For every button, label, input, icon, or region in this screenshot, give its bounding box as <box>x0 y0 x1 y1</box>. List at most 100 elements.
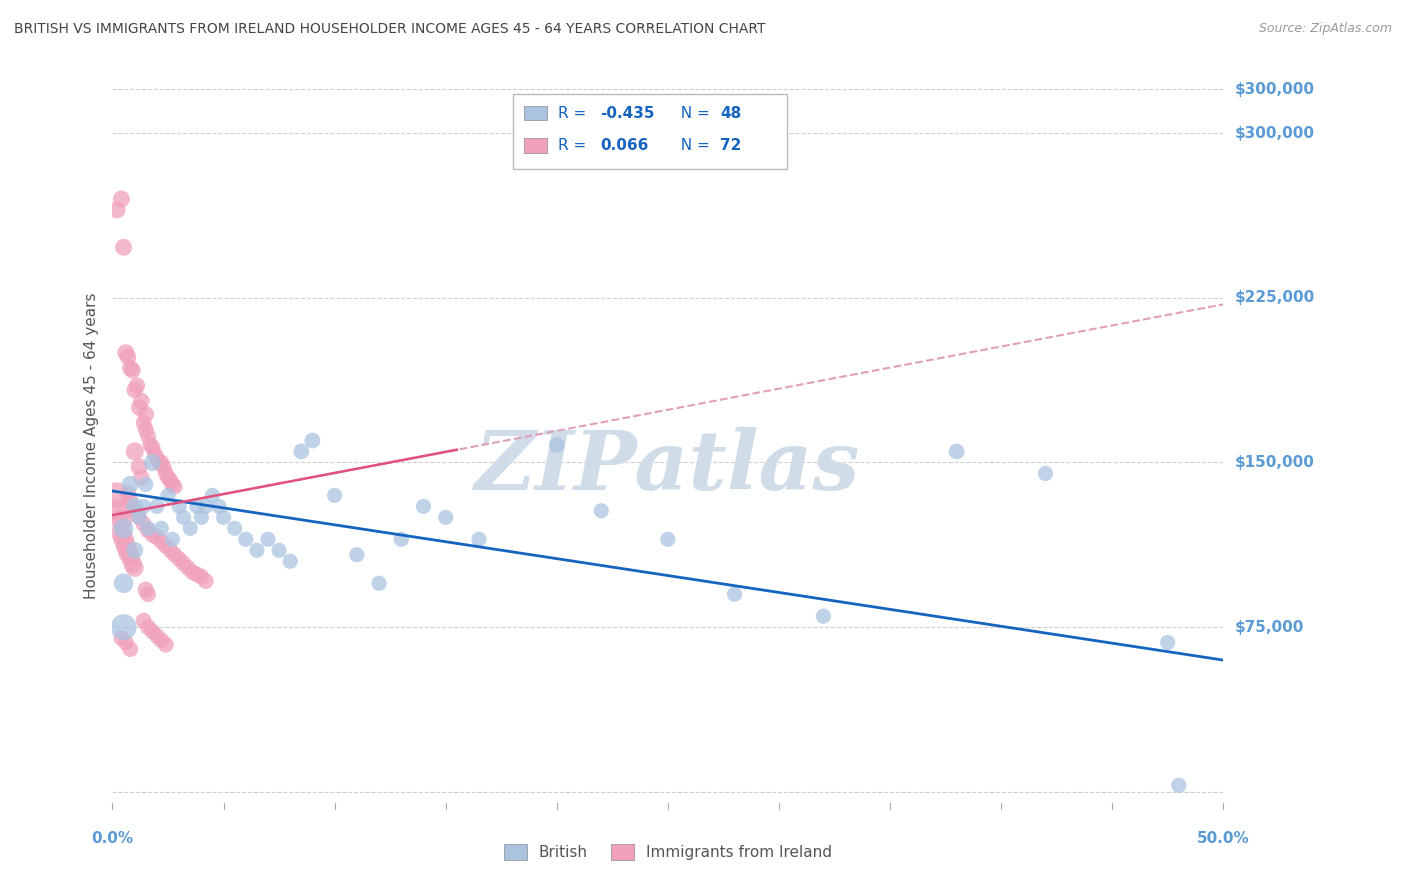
Point <box>163 480 186 494</box>
Point <box>146 451 169 466</box>
Text: N =: N = <box>671 106 714 120</box>
Text: R =: R = <box>558 138 592 153</box>
Point <box>121 557 143 571</box>
Point <box>173 557 195 571</box>
Point <box>468 533 491 547</box>
Point <box>131 471 153 485</box>
Point <box>150 455 173 469</box>
Point <box>591 504 613 518</box>
Point <box>124 500 146 514</box>
Point <box>1167 778 1189 792</box>
Point <box>105 488 128 502</box>
Point <box>110 192 132 206</box>
Point <box>257 533 280 547</box>
Text: $225,000: $225,000 <box>1234 290 1315 305</box>
Point <box>132 516 155 531</box>
Point <box>120 549 142 564</box>
Point <box>128 510 150 524</box>
Point <box>141 455 163 469</box>
Point <box>146 629 169 643</box>
Point <box>152 459 174 474</box>
Point <box>167 552 190 566</box>
Point <box>117 486 139 500</box>
Point <box>246 543 269 558</box>
Point <box>110 512 132 526</box>
Point <box>128 510 150 524</box>
Point <box>136 521 159 535</box>
Point <box>121 363 143 377</box>
Point <box>208 500 231 514</box>
Point <box>124 543 146 558</box>
Legend: British, Immigrants from Ireland: British, Immigrants from Ireland <box>498 838 838 866</box>
Point <box>235 533 257 547</box>
Point <box>136 620 159 634</box>
Point <box>117 350 139 364</box>
Point <box>132 614 155 628</box>
Point <box>162 533 184 547</box>
Point <box>150 534 173 549</box>
Text: 48: 48 <box>720 106 741 120</box>
Point <box>120 492 142 507</box>
Point <box>434 510 457 524</box>
Point <box>120 477 142 491</box>
Point <box>128 459 150 474</box>
Point <box>124 444 146 458</box>
Point <box>179 521 201 535</box>
Point <box>121 500 143 514</box>
Point <box>177 561 200 575</box>
Point <box>723 587 745 601</box>
Point <box>112 521 135 535</box>
Point <box>135 407 157 421</box>
Point <box>112 620 135 634</box>
Point <box>181 566 204 580</box>
Point <box>135 423 157 437</box>
Point <box>132 416 155 430</box>
Point <box>155 539 177 553</box>
Point <box>112 533 135 547</box>
Point <box>267 543 291 558</box>
Point <box>128 401 150 415</box>
Point <box>173 510 195 524</box>
Point <box>368 576 391 591</box>
Point <box>146 530 169 544</box>
Point <box>146 500 169 514</box>
Text: 72: 72 <box>720 138 741 153</box>
Point <box>389 533 412 547</box>
Point <box>110 525 132 540</box>
Point <box>141 440 163 454</box>
Point <box>194 574 217 588</box>
Text: $300,000: $300,000 <box>1234 126 1315 141</box>
Point <box>290 444 312 458</box>
Point <box>301 434 323 448</box>
Text: $300,000: $300,000 <box>1234 82 1315 96</box>
Point <box>323 488 346 502</box>
Point <box>186 567 208 582</box>
Point <box>136 429 159 443</box>
Point <box>114 539 136 553</box>
Point <box>131 394 153 409</box>
Text: ZIPatlas: ZIPatlas <box>475 427 860 508</box>
Point <box>157 488 180 502</box>
Point <box>167 500 190 514</box>
Point <box>201 488 224 502</box>
Point <box>139 438 162 452</box>
Point <box>278 554 301 568</box>
Point <box>1035 467 1057 481</box>
Point <box>141 528 163 542</box>
Point <box>110 631 132 645</box>
Point <box>124 383 146 397</box>
Point <box>159 543 181 558</box>
Text: 50.0%: 50.0% <box>1197 830 1250 846</box>
Point <box>186 500 208 514</box>
Point <box>108 504 131 518</box>
Point <box>159 473 181 487</box>
Point <box>135 477 157 491</box>
Point <box>546 438 568 452</box>
Point <box>124 561 146 575</box>
Point <box>124 504 146 518</box>
Point <box>945 444 967 458</box>
Point <box>190 510 212 524</box>
Point <box>114 635 136 649</box>
Point <box>194 500 217 514</box>
Point <box>157 471 180 485</box>
